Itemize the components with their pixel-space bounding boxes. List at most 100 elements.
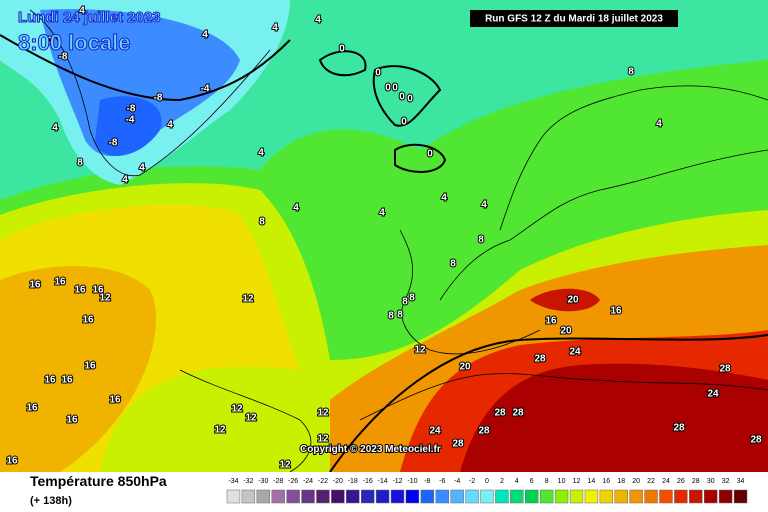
contour-label: -8: [59, 52, 68, 63]
color-scale: -34 -32 -30 -28 -26 -24 -22 -20 -18 -16 -14 -12 -10-…: [226, 478, 748, 504]
contour-label: 28: [534, 354, 546, 365]
contour-label: 24: [429, 426, 441, 437]
contour-label: 4: [272, 23, 278, 34]
contour-label: 12: [414, 345, 426, 356]
forecast-date: Lundi 24 juillet 2023: [18, 9, 161, 26]
scale-swatch: [525, 489, 539, 504]
contour-label: 4: [202, 30, 208, 41]
contour-label: 4: [481, 200, 487, 211]
contour-label: 0: [339, 44, 345, 55]
scale-swatch: [286, 489, 300, 504]
cold-zone: [95, 96, 162, 157]
scale-swatch: [510, 489, 524, 504]
scale-label: -26: [288, 478, 298, 485]
scale-label: 4: [515, 478, 519, 485]
contour-label: 12: [242, 294, 254, 305]
contour-label: 28: [512, 408, 524, 419]
scale-swatch: [689, 489, 703, 504]
scale-label: -22: [318, 478, 328, 485]
isotherm: [0, 34, 291, 102]
scale-swatch: [450, 489, 464, 504]
cold-zone: [40, 9, 240, 157]
scale-label: 32: [722, 478, 730, 485]
scale-swatch: [584, 489, 599, 504]
scale-swatch: [346, 489, 360, 504]
scale-label: 12: [573, 478, 581, 485]
scale-swatch: [301, 489, 315, 504]
scale-label: -10: [407, 478, 417, 485]
scale-label: -34: [228, 478, 238, 485]
scale-label: -16: [363, 478, 373, 485]
scale-label: -32: [243, 478, 253, 485]
scale-label: 8: [545, 478, 549, 485]
contour-label: 4: [139, 163, 145, 174]
run-info: Run GFS 12 Z du Mardi 18 juillet 2023: [485, 14, 663, 25]
contour-label: 4: [379, 208, 385, 219]
scale-label: -2: [469, 478, 475, 485]
contour-label: 12: [214, 425, 226, 436]
scale-swatch: [465, 489, 479, 504]
contour-label: -8: [127, 104, 136, 115]
contour-label: 8: [402, 297, 408, 308]
contour-label: 0: [385, 83, 391, 94]
scale-swatch: [569, 489, 584, 504]
scale-swatch: [554, 489, 569, 504]
scale-label: -30: [258, 478, 268, 485]
scale-swatch: [480, 489, 494, 504]
scale-label: -20: [333, 478, 343, 485]
scale-swatch: [360, 489, 375, 504]
scale-label: 24: [662, 478, 670, 485]
temp-zone: [530, 288, 600, 312]
contour-label: 12: [317, 408, 329, 419]
contour-label: 16: [74, 285, 86, 296]
scale-swatch: [599, 489, 614, 504]
cold-zone: [372, 65, 442, 127]
contour-label: 28: [750, 435, 762, 446]
run-box: [470, 10, 678, 27]
contour-label: 12: [99, 293, 111, 304]
contour-label: 16: [84, 361, 96, 372]
scale-label: -18: [348, 478, 358, 485]
contour-label: 8: [409, 293, 415, 304]
coastline: [499, 85, 768, 231]
contour-label: 0: [399, 92, 405, 103]
scale-swatch: [704, 489, 718, 504]
contour-label: 8: [397, 310, 403, 321]
contour-label: 16: [66, 415, 78, 426]
contour-label: 0: [392, 83, 398, 94]
contour-label: 16: [54, 277, 66, 288]
contour-label: 4: [79, 6, 85, 17]
scale-label: 0: [485, 478, 489, 485]
contour-label: 28: [719, 364, 731, 375]
contour-label: 28: [494, 408, 506, 419]
contour-label: 20: [560, 326, 572, 337]
scale-label: 22: [647, 478, 655, 485]
scale-label: 10: [558, 478, 566, 485]
forecast-time: 8:00 locale: [18, 30, 131, 55]
contour-label: 8: [628, 67, 634, 78]
scale-swatch: [331, 489, 345, 504]
isotherm: [329, 334, 768, 473]
contour-label: 0: [375, 68, 381, 79]
contour-label: 4: [258, 148, 264, 159]
scale-swatch: [539, 489, 554, 504]
scale-swatch: [420, 489, 435, 504]
contour-label: 8: [77, 158, 83, 169]
temp-zone: [460, 363, 768, 472]
contour-label: 16: [29, 280, 41, 291]
contour-label: 20: [459, 362, 471, 373]
contour-label: 16: [545, 316, 557, 327]
contour-label: 16: [109, 395, 121, 406]
contour-label: 16: [82, 315, 94, 326]
contour-label: 4: [293, 203, 299, 214]
contour-label: 0: [47, 36, 53, 47]
contour-label: -8: [154, 93, 163, 104]
coastline: [359, 373, 768, 421]
field-title: Température 850hPa: [30, 473, 167, 489]
contour-label: 8: [388, 311, 394, 322]
scale-swatch: [495, 489, 509, 504]
scale-swatch: [733, 489, 748, 504]
contour-label: 4: [52, 123, 58, 134]
cold-zone: [394, 143, 447, 173]
scale-swatch: [405, 489, 420, 504]
